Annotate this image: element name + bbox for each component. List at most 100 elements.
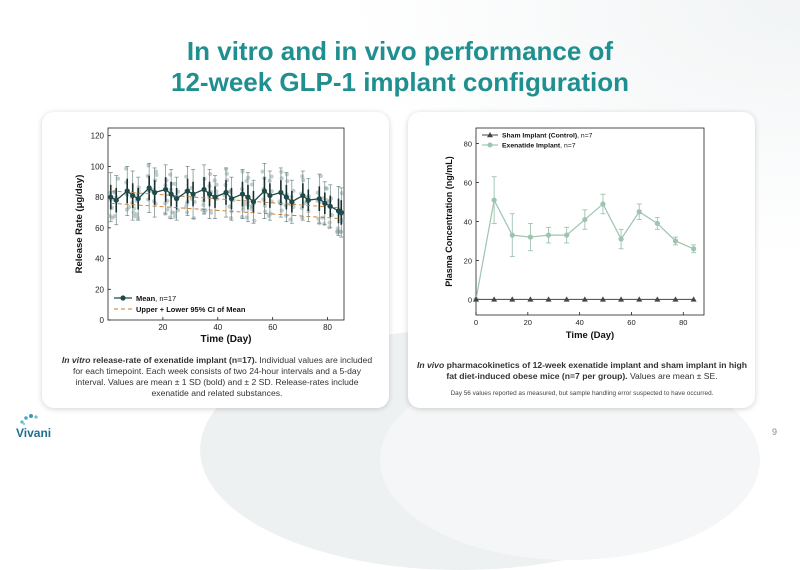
- exenatide-point: [582, 216, 588, 223]
- in-vitro-caption: In vitro release-rate of exenatide impla…: [58, 355, 376, 399]
- individual-point: [301, 178, 306, 183]
- mean-point: [124, 188, 130, 194]
- legend-sham-name: Sham Implant (Control): [502, 133, 577, 140]
- mean-point: [289, 199, 295, 205]
- exenatide-point: [527, 234, 534, 240]
- mean-point: [245, 194, 251, 200]
- individual-point: [228, 215, 234, 221]
- individual-point: [339, 191, 345, 196]
- caption-bold: release-rate of exenatide implant (n=17)…: [90, 355, 257, 365]
- mean-point: [201, 186, 207, 193]
- sham-point: [672, 296, 679, 302]
- mean-point: [239, 191, 246, 197]
- individual-point: [146, 163, 151, 168]
- exenatide-point: [600, 201, 606, 207]
- legend-sham-label: Sham Implant (Control), n=7: [502, 133, 593, 140]
- mean-point: [278, 189, 284, 196]
- legend-mean-n: , n=17: [155, 294, 176, 303]
- y-tick-label: 80: [464, 140, 472, 149]
- y-axis-label: Release Rate (μg/day): [74, 175, 85, 274]
- plot-frame: [475, 127, 705, 316]
- in-vivo-caption: In vivo pharmacokinetics of 12-week exen…: [414, 360, 750, 382]
- legend-mean-name: Mean: [136, 294, 156, 303]
- individual-point: [335, 226, 340, 231]
- caption-text: Values are mean ± SE.: [627, 371, 718, 381]
- logo-text: Vivani: [16, 426, 52, 440]
- x-tick-label: 60: [268, 323, 277, 332]
- individual-point: [327, 220, 332, 225]
- exenatide-point: [691, 246, 697, 252]
- caption-text: Individual values are included for each …: [72, 355, 373, 398]
- mean-point: [305, 197, 311, 203]
- individual-point: [115, 176, 121, 181]
- mean-point: [261, 188, 268, 194]
- y-tick-label: 0: [100, 316, 105, 325]
- legend-exenatide-name: Exenatide Implant: [502, 143, 561, 150]
- mean-point: [228, 196, 235, 202]
- slide-title-line1: In vitro and in vivo performance of: [186, 36, 614, 66]
- mean-point: [174, 196, 180, 202]
- mean-point: [267, 192, 273, 199]
- mean-point: [212, 194, 218, 200]
- x-tick-label: 20: [524, 318, 532, 327]
- plasma-concentration-chart: 0 20 40 60 80 0 20 40 60 80 Time (Day) Plasma Conce…: [444, 127, 705, 341]
- x-tick-label: 80: [679, 318, 687, 327]
- mean-point: [146, 185, 152, 191]
- sham-point: [581, 296, 588, 302]
- mean-point: [206, 191, 213, 197]
- individual-point: [269, 174, 274, 179]
- sham-point: [545, 296, 552, 302]
- y-tick-label: 20: [95, 285, 104, 294]
- sham-point: [509, 296, 516, 302]
- mean-point: [316, 196, 322, 202]
- individual-point: [208, 210, 214, 215]
- y-tick-label: 40: [95, 255, 104, 264]
- y-tick-label: 100: [91, 162, 105, 171]
- sham-point: [491, 296, 498, 302]
- legend-exenatide-marker: [487, 142, 493, 148]
- individual-point: [300, 174, 305, 179]
- exenatide-point: [545, 232, 552, 238]
- y-tick-label: 80: [95, 193, 104, 202]
- caption-emphasis: In vivo: [416, 360, 445, 370]
- sham-point: [618, 296, 625, 302]
- x-tick-label: 80: [323, 323, 332, 332]
- individual-point: [126, 205, 132, 210]
- mean-point: [338, 209, 344, 216]
- individual-point: [184, 210, 190, 215]
- page-number: 9: [772, 427, 778, 437]
- individual-point: [284, 172, 289, 177]
- y-tick-label: 40: [464, 218, 472, 227]
- individual-point: [208, 171, 213, 177]
- plot-frame: [107, 127, 345, 321]
- ci-lower-line: [110, 202, 342, 220]
- sham-point: [473, 296, 479, 302]
- legend-sham-n: , n=7: [577, 133, 593, 140]
- legend-mean-label: Mean, n=17: [136, 294, 176, 303]
- x-tick-label: 20: [158, 323, 167, 332]
- individual-point: [154, 172, 159, 177]
- x-tick-label: 60: [627, 318, 635, 327]
- individual-point: [172, 210, 177, 216]
- legend-mean-marker: [120, 295, 126, 301]
- mean-point: [152, 189, 158, 196]
- mean-point: [168, 191, 174, 197]
- individual-point: [249, 182, 255, 187]
- mean-point: [135, 196, 141, 202]
- mean-point: [184, 188, 191, 194]
- mean-point: [327, 203, 333, 209]
- caption-emphasis: In vitro: [61, 355, 91, 365]
- mean-point: [190, 191, 196, 197]
- x-tick-label: 40: [575, 318, 583, 327]
- x-axis-label: Time (Day): [201, 334, 252, 345]
- y-tick-label: 20: [464, 256, 472, 265]
- ci-upper-line: [110, 190, 342, 209]
- y-tick-label: 60: [464, 179, 472, 188]
- vivani-logo-icon: [20, 414, 38, 426]
- y-tick-label: 60: [95, 224, 104, 233]
- sham-point: [599, 296, 606, 302]
- x-tick-label: 0: [474, 318, 478, 327]
- individual-point: [214, 182, 219, 187]
- individual-point: [165, 207, 170, 212]
- legend-exenatide-n: , n=7: [560, 143, 576, 150]
